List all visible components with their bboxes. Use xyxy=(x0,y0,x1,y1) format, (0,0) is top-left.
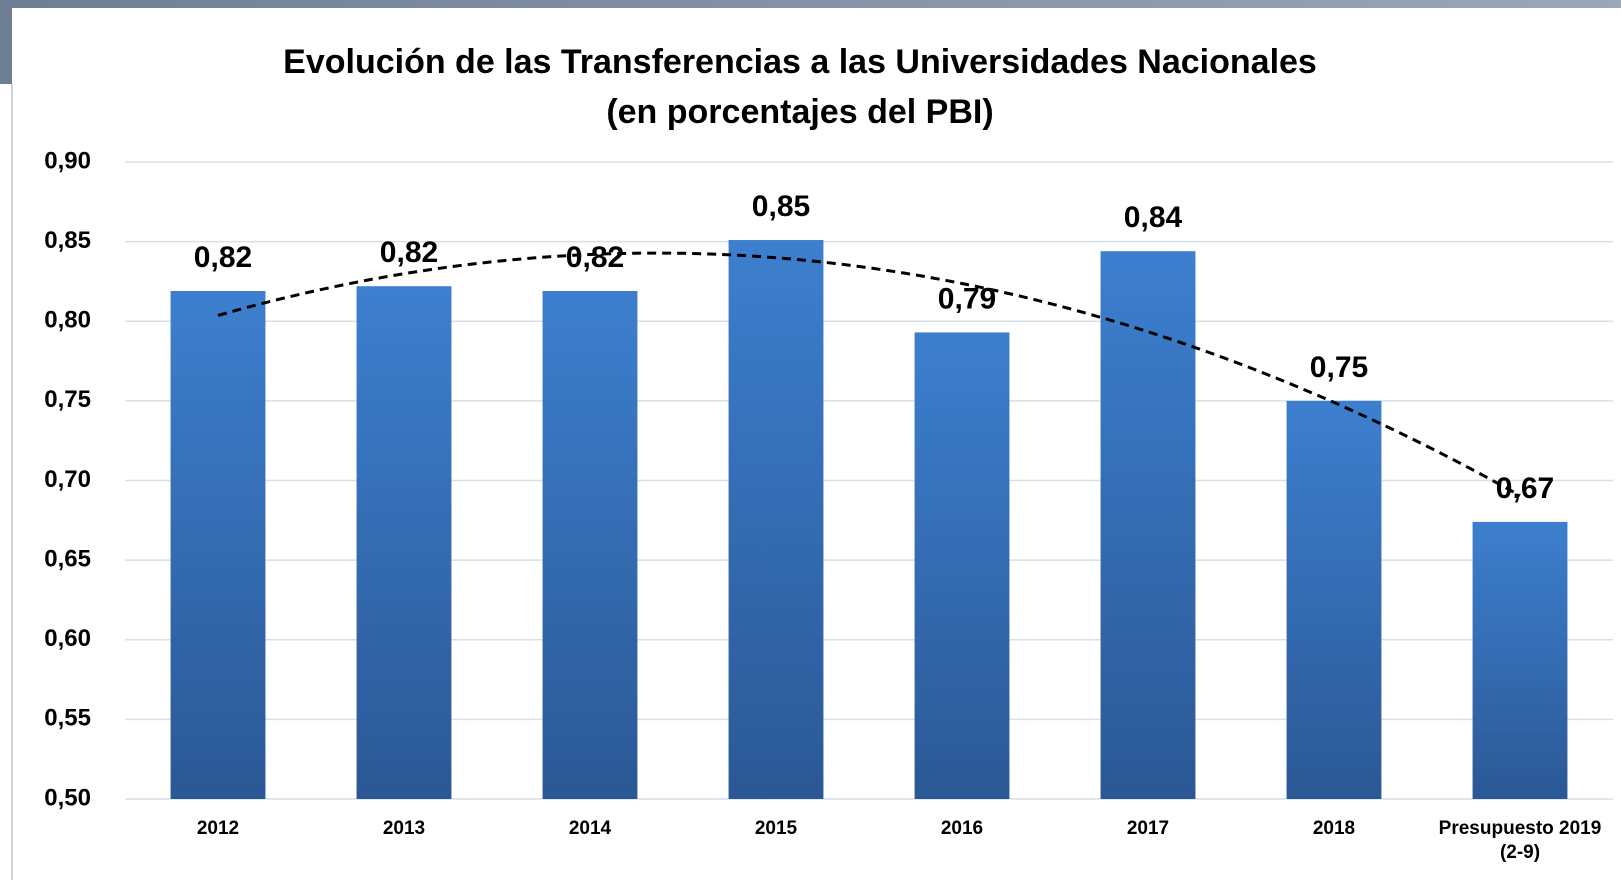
bar xyxy=(728,240,824,800)
y-tick-label: 0,55 xyxy=(44,705,91,732)
x-tick-label: 2017 xyxy=(1126,818,1170,839)
y-tick-label: 0,75 xyxy=(44,386,91,413)
chart-subtitle: (en porcentajes del PBI) xyxy=(606,93,993,131)
top-strip xyxy=(0,0,1621,8)
x-tick-label: 2014 xyxy=(568,818,612,839)
bar xyxy=(356,286,452,800)
bar xyxy=(1100,251,1196,799)
x-tick-label: 2018 xyxy=(1312,818,1356,839)
x-tick-label: Presupuesto 2019 (2-9) xyxy=(1438,818,1602,863)
data-label: 0,82 xyxy=(380,236,438,269)
x-tick-label: 2015 xyxy=(754,818,798,839)
y-tick-label: 0,80 xyxy=(44,307,91,334)
bar xyxy=(170,290,266,799)
y-tick-label: 0,90 xyxy=(44,147,91,174)
left-strip xyxy=(0,0,12,84)
bar xyxy=(1472,521,1568,799)
data-label: 0,82 xyxy=(566,241,624,274)
y-tick-label: 0,70 xyxy=(44,466,91,493)
bar xyxy=(542,290,638,799)
y-tick-label: 0,50 xyxy=(44,784,91,811)
data-label: 0,85 xyxy=(752,190,810,223)
y-tick-label: 0,85 xyxy=(44,227,91,254)
y-tick-label: 0,65 xyxy=(44,545,91,572)
x-tick-label: 2013 xyxy=(382,818,426,839)
bar xyxy=(1286,400,1382,799)
y-tick-label: 0,60 xyxy=(44,625,91,652)
x-tick-label: 2012 xyxy=(196,818,240,839)
data-label: 0,84 xyxy=(1124,201,1183,234)
data-label: 0,75 xyxy=(1310,351,1368,384)
data-label: 0,79 xyxy=(938,282,996,315)
chart-title: Evolución de las Transferencias a las Un… xyxy=(283,43,1317,81)
x-tick-label: 2016 xyxy=(940,818,984,839)
data-label: 0,67 xyxy=(1496,472,1554,505)
bar xyxy=(914,332,1010,799)
data-label: 0,82 xyxy=(194,241,252,274)
